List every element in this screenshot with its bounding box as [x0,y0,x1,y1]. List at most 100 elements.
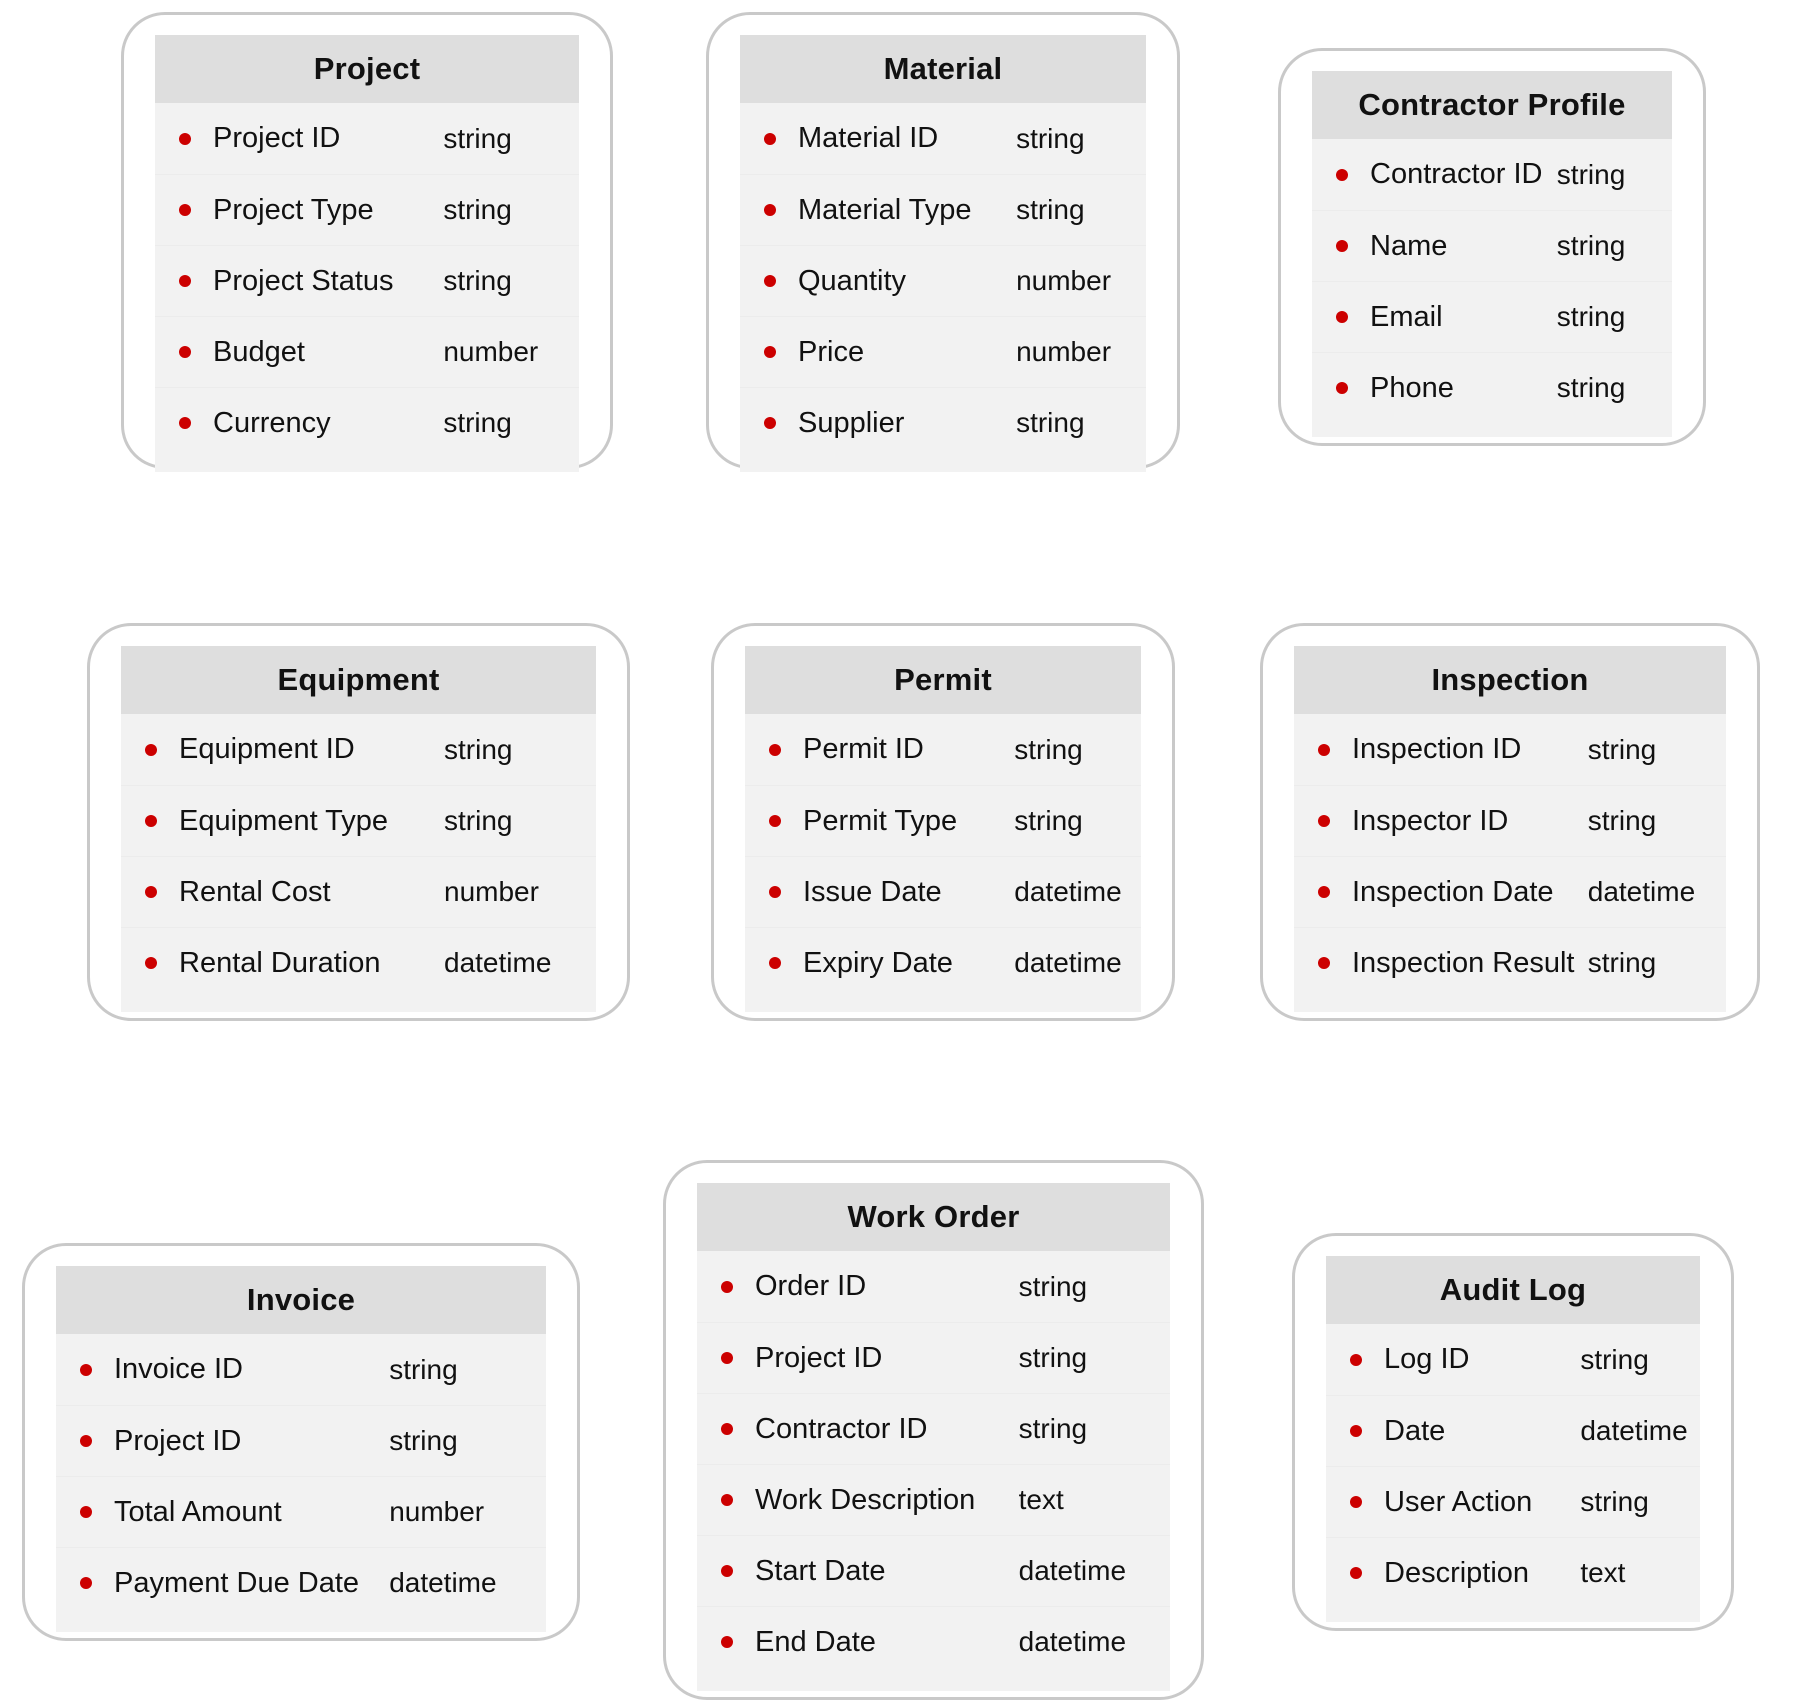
attribute-name: Name [1370,229,1448,262]
entity-table: Inspection Inspection ID string Inspecto… [1294,646,1726,1012]
attribute-row-payment-due-date: Payment Due Date datetime [56,1547,546,1618]
table-footer [56,1618,546,1632]
attribute-row-inspection-result: Inspection Result string [1294,927,1726,998]
attribute-name-cell: Currency [155,407,443,440]
bullet-icon [769,886,781,898]
attribute-name-cell: Material ID [740,122,1016,155]
attribute-row-project-id: Project ID string [697,1322,1170,1393]
bullet-icon [145,815,157,827]
attribute-name-cell: Expiry Date [745,947,1014,980]
bullet-icon [1350,1353,1362,1366]
bullet-icon [769,957,781,969]
entity-audit-log: Audit Log Log ID string Date datetime Us… [1292,1233,1734,1631]
attribute-name-cell: Rental Duration [121,947,444,980]
bullet-icon [179,275,191,287]
attribute-type: string [1018,1413,1088,1444]
bullet-icon [179,346,191,358]
attribute-row-project-id: Project ID string [155,103,579,174]
attribute-name: Payment Due Date [114,1566,360,1599]
attribute-name: Inspector ID [1352,804,1509,837]
bullet-icon [721,1636,733,1648]
entity-inspection: Inspection Inspection ID string Inspecto… [1260,623,1760,1021]
bullet-icon [145,957,157,969]
attribute-row-contractor-id: Contractor ID string [697,1393,1170,1464]
attribute-name-cell: Total Amount [56,1496,389,1529]
attribute-row-material-type: Material Type string [740,174,1146,245]
attribute-name-cell: Work Description [697,1484,1019,1517]
attribute-row-currency: Currency string [155,387,579,458]
entity-table: Equipment Equipment ID string Equipment … [121,646,596,1012]
entity-title-bar: Audit Log [1326,1256,1700,1324]
attribute-type: string [1587,805,1657,836]
attribute-type: text [1580,1557,1626,1588]
attribute-name-cell: Rental Cost [121,876,444,909]
attribute-name: Project ID [114,1424,242,1457]
attribute-name: Email [1370,300,1443,333]
attribute-row-total-amount: Total Amount number [56,1476,546,1547]
attribute-name-cell: User Action [1326,1486,1580,1519]
attribute-type: string [1556,230,1626,261]
attribute-type: string [1016,122,1085,154]
bullet-icon [80,1506,92,1518]
bullet-icon [1336,311,1348,323]
attribute-row-price: Price number [740,316,1146,387]
attribute-name: Project Status [213,264,394,297]
entity-title-bar: Inspection [1294,646,1726,714]
entity-title: Permit [894,662,992,697]
attribute-name: Project ID [755,1341,883,1374]
attribute-row-contractor-id: Contractor ID string [1312,139,1672,210]
table-footer [155,458,579,472]
bullet-icon [764,204,776,216]
attribute-name: Description [1384,1556,1530,1589]
entity-table: Invoice Invoice ID string Project ID str… [56,1266,546,1632]
entity-title: Audit Log [1439,1272,1587,1307]
attribute-name: Project Type [213,193,374,226]
attribute-name-cell: Permit Type [745,805,1014,838]
entity-invoice: Invoice Invoice ID string Project ID str… [22,1243,580,1641]
attribute-name-cell: Project Type [155,194,443,227]
entity-project: Project Project ID string Project Type s… [121,12,613,472]
attribute-row-phone: Phone string [1312,352,1672,423]
bullet-icon [80,1577,92,1589]
bullet-icon [769,743,781,756]
attribute-type: datetime [444,947,552,978]
attribute-type: string [1580,1343,1649,1375]
entity-title: Project [313,51,421,86]
entity-table: Material Material ID string Material Typ… [740,35,1146,472]
attribute-name-cell: Contractor ID [1312,158,1557,191]
attribute-name: Phone [1370,371,1454,404]
attribute-name: Contractor ID [755,1412,928,1445]
entity-equipment: Equipment Equipment ID string Equipment … [87,623,630,1021]
attribute-type: string [1018,1270,1088,1302]
attribute-name: Total Amount [114,1495,282,1528]
attribute-name: Budget [213,335,305,368]
attribute-name-cell: End Date [697,1626,1019,1659]
attribute-name: Start Date [755,1554,886,1587]
attribute-name: Rental Duration [179,946,381,979]
attribute-name: Work Description [755,1483,976,1516]
attribute-type: string [443,194,512,225]
bullet-icon [764,132,776,145]
attribute-name: Material Type [798,193,972,226]
entity-table: Project Project ID string Project Type s… [155,35,579,472]
bullet-icon [145,743,157,756]
bullet-icon [80,1363,92,1376]
bullet-icon [1318,957,1330,969]
attribute-name-cell: Order ID [697,1270,1019,1303]
entity-title-bar: Permit [745,646,1141,714]
attribute-name: Rental Cost [179,875,331,908]
attribute-type: string [1556,158,1626,190]
attribute-name: Log ID [1384,1343,1470,1375]
attribute-name: Date [1384,1414,1446,1447]
bullet-icon [721,1352,733,1364]
attribute-type: datetime [1018,1626,1127,1657]
attribute-type: string [1016,194,1085,225]
bullet-icon [769,815,781,827]
attribute-name-cell: Description [1326,1557,1580,1590]
attribute-row-user-action: User Action string [1326,1466,1700,1537]
attribute-row-email: Email string [1312,281,1672,352]
bullet-icon [764,346,776,358]
attribute-name-cell: Project Status [155,265,443,298]
attribute-type: number [443,336,539,367]
attribute-type: string [1587,733,1657,765]
